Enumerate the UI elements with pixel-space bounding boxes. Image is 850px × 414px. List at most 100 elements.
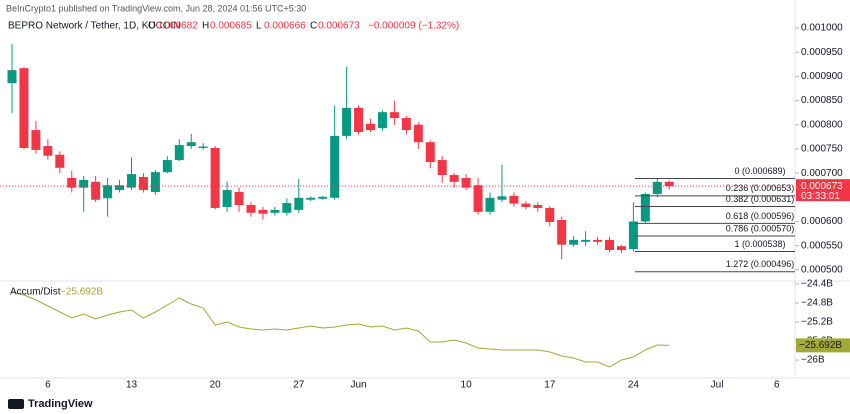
candle-body — [79, 179, 89, 188]
fib-label: 1.272 (0.000496) — [726, 259, 795, 269]
indicator-name: Accum/Dist — [10, 287, 61, 298]
candle-body — [366, 123, 375, 131]
logo-icon — [8, 399, 24, 409]
candle-body — [569, 239, 579, 245]
last-price-label: 0.000673 — [801, 181, 843, 192]
candle-body — [67, 177, 77, 188]
legend-key: L — [256, 21, 262, 32]
candle-body — [198, 146, 208, 148]
candle-body — [425, 142, 435, 163]
candle-body — [616, 246, 626, 251]
candle-body — [31, 130, 41, 150]
candle-body — [55, 154, 65, 168]
candle-body — [103, 185, 113, 199]
x-tick-label: 20 — [210, 380, 222, 391]
indicator-line — [11, 291, 670, 368]
y-tick-label: 0.000750 — [801, 144, 843, 155]
candle-body — [7, 70, 17, 84]
candle-body — [485, 197, 495, 212]
candle-body — [652, 181, 662, 194]
y-tick-label: 0.000850 — [801, 95, 843, 106]
candle-body — [628, 221, 638, 250]
candle-body — [43, 146, 53, 156]
fib-label: 0.236 (0.000653) — [726, 183, 795, 193]
candle-body — [19, 68, 29, 148]
y-tick-label: −24.4B — [801, 279, 833, 290]
candle-body — [342, 107, 352, 136]
candle-body — [115, 185, 125, 191]
candle-body — [377, 112, 387, 129]
candle-body — [401, 117, 411, 131]
candle-body — [246, 205, 256, 213]
y-tick-label: 0.000900 — [801, 71, 843, 82]
candle-body — [533, 205, 543, 208]
x-tick-label: 27 — [293, 380, 305, 391]
candle-body — [557, 220, 567, 245]
candle-body — [593, 239, 603, 242]
indicator-value-box — [796, 338, 850, 353]
y-tick-label: 0.000800 — [801, 119, 843, 130]
candle-body — [318, 196, 328, 199]
fib-label: 0.618 (0.000596) — [726, 211, 795, 221]
candle-body — [545, 207, 555, 222]
countdown: 03:33:01 — [801, 191, 840, 202]
candle-body — [186, 142, 196, 147]
candle-body — [605, 239, 614, 251]
candle-body — [330, 135, 340, 198]
legend-change: −0.000009 (−1.32%) — [368, 21, 459, 32]
y-tick-label: 0.000700 — [801, 168, 843, 179]
logo-text: TradingView — [28, 398, 93, 410]
candle-body — [389, 112, 399, 118]
candle-body — [354, 107, 364, 133]
candle-body — [640, 193, 650, 222]
fib-label: 1 (0.000538) — [734, 239, 785, 249]
candle-body — [473, 185, 483, 212]
candle-body — [162, 160, 172, 173]
y-tick-label: 0.000600 — [801, 216, 843, 227]
candle-body — [150, 172, 160, 192]
legend-key: O — [148, 21, 156, 32]
candle-body — [521, 203, 531, 207]
candle-body — [461, 177, 471, 188]
x-tick-label: Jun — [350, 380, 366, 391]
candle-body — [306, 197, 316, 200]
y-tick-label: 0.000500 — [801, 264, 843, 275]
candle-body — [258, 209, 268, 214]
x-tick-label: 24 — [628, 380, 640, 391]
fib-label: 0 (0.000689) — [734, 166, 785, 176]
candle-body — [413, 124, 423, 143]
legend-value: 0.000685 — [210, 21, 252, 32]
candle-body — [127, 174, 136, 188]
y-tick-label: −24.8B — [801, 298, 833, 309]
candle-body — [210, 147, 220, 208]
y-tick-label: 0.001000 — [801, 23, 843, 34]
candle-body — [282, 203, 292, 213]
legend-value: 0.000666 — [264, 21, 306, 32]
x-tick-label: 6 — [774, 380, 780, 391]
candle-body — [437, 160, 447, 176]
candle-body — [497, 196, 507, 200]
candle-body — [449, 175, 459, 182]
x-tick-label: 17 — [544, 380, 556, 391]
x-tick-label: 13 — [126, 380, 138, 391]
legend-key: C — [310, 21, 317, 32]
x-tick-label: 10 — [461, 380, 473, 391]
symbol-title: BEPRO Network / Tether, 1D, KUCOIN — [8, 21, 181, 32]
x-tick-label: 6 — [45, 380, 51, 391]
legend-value: 0.000673 — [318, 21, 360, 32]
candle-body — [664, 181, 674, 187]
indicator-axis-value: −25.692B — [799, 340, 842, 351]
legend-value: 0.000682 — [156, 21, 198, 32]
candle-body — [234, 191, 244, 206]
candle-body — [91, 181, 101, 200]
fib-label: 0.382 (0.000631) — [726, 194, 795, 204]
candle-body — [270, 209, 280, 213]
fib-label: 0.786 (0.000570) — [726, 223, 795, 233]
candle-body — [174, 145, 184, 161]
candle-body — [581, 239, 591, 242]
candle-body — [138, 176, 148, 191]
y-tick-label: 0.000950 — [801, 47, 843, 58]
candle-body — [222, 190, 232, 207]
